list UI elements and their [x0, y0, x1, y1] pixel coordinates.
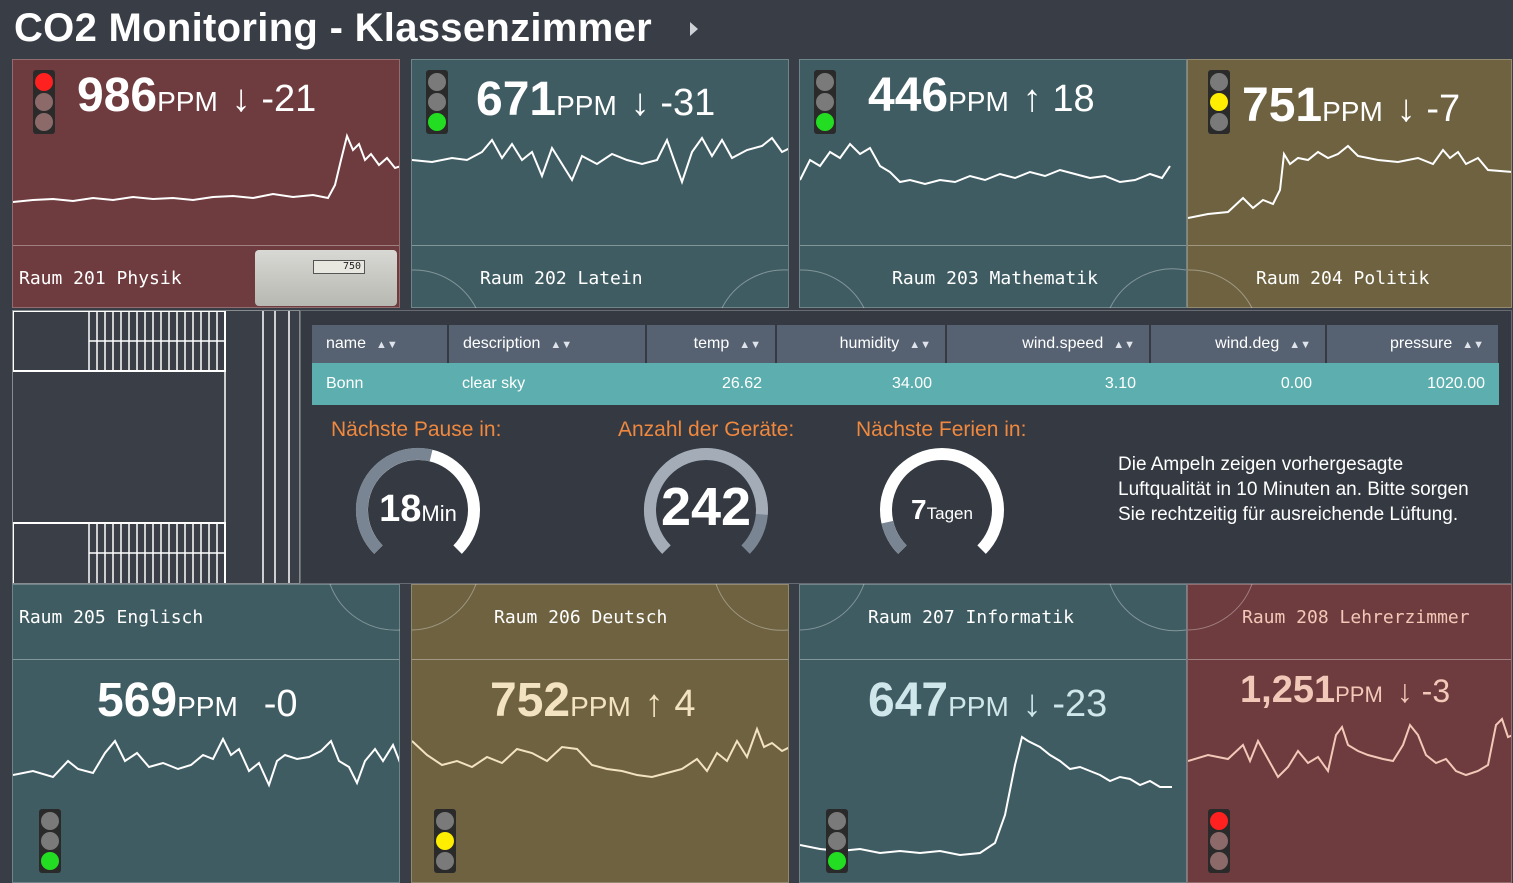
room-card-203[interactable]: 446PPM ↑ 18 Raum 203 Mathematik — [799, 59, 1187, 308]
sort-icon: ▲▼ — [376, 339, 398, 351]
column-header-pressure[interactable]: pressure ▲▼ — [1326, 325, 1500, 363]
devices-gauge — [643, 447, 768, 554]
sort-icon: ▲▼ — [909, 339, 931, 351]
column-header-wind-speed[interactable]: wind.speed ▲▼ — [946, 325, 1151, 363]
column-header-name[interactable]: name ▲▼ — [312, 325, 449, 363]
title-caret-icon[interactable] — [690, 22, 698, 36]
column-header-description[interactable]: description ▲▼ — [448, 325, 647, 363]
ppm-trend: ↓ -31 — [630, 82, 716, 124]
sort-icon: ▲▼ — [1462, 339, 1484, 351]
co2-sparkline — [412, 136, 788, 186]
co2-sparkline — [800, 735, 1172, 857]
sort-icon: ▲▼ — [1113, 339, 1135, 351]
ppm-unit: PPM — [570, 691, 631, 722]
ppm-value: 647 — [868, 674, 949, 727]
room-card-202[interactable]: 671PPM ↓ -31 Raum 202 Latein — [411, 59, 789, 308]
ppm-unit: PPM — [948, 86, 1009, 117]
column-header-humidity[interactable]: humidity ▲▼ — [776, 325, 947, 363]
room-name: Raum 206 Deutsch — [494, 607, 668, 628]
column-header-temp[interactable]: temp ▲▼ — [646, 325, 777, 363]
ppm-trend: ↑ 18 — [1022, 78, 1095, 120]
ppm-value: 671 — [476, 73, 557, 126]
room-card-204[interactable]: 751PPM ↓ -7 Raum 204 Politik — [1187, 59, 1512, 308]
sort-icon: ▲▼ — [739, 339, 761, 351]
ppm-unit: PPM — [157, 86, 218, 117]
room-name: Raum 201 Physik — [19, 268, 182, 289]
ppm-value: 752 — [490, 674, 571, 727]
ppm-trend: ↓ -21 — [231, 78, 317, 120]
traffic-light-icon — [1208, 70, 1230, 134]
devices-heading: Anzahl der Geräte: — [618, 418, 795, 441]
column-header-wind-deg[interactable]: wind.deg ▲▼ — [1150, 325, 1327, 363]
ppm-unit: PPM — [556, 90, 617, 121]
page-title: CO2 Monitoring - Klassenzimmer — [14, 6, 652, 50]
room-card-208[interactable]: Raum 208 Lehrerzimmer 1,251PPM ↓ -3 — [1187, 584, 1512, 883]
ppm-unit: PPM — [1322, 96, 1383, 127]
room-name: Raum 204 Politik — [1256, 268, 1430, 289]
traffic-light-icon — [33, 70, 55, 134]
co2-sparkline — [800, 142, 1171, 186]
co2-sparkline — [412, 726, 788, 779]
ppm-value: 1,251 — [1240, 669, 1336, 711]
room-name: Raum 205 Englisch — [19, 607, 204, 628]
ppm-unit: PPM — [1335, 682, 1383, 707]
holidays-value: 7Tagen — [911, 494, 973, 525]
room-card-207[interactable]: Raum 207 Informatik 647PPM ↓ -23 — [799, 584, 1187, 883]
table-row[interactable]: Bonn clear sky 26.62 34.00 3.10 0.00 102… — [312, 363, 1499, 405]
room-card-206[interactable]: Raum 206 Deutsch 752PPM ↑ 4 — [411, 584, 789, 883]
traffic-light-icon — [814, 70, 836, 134]
info-text: Die Ampeln zeigen vorhergesagte Luftqual… — [1118, 454, 1469, 525]
pause-gauge — [355, 447, 480, 554]
ppm-value: 446 — [868, 69, 949, 122]
room-card-205[interactable]: Raum 205 Englisch 569PPM -0 — [12, 584, 400, 883]
devices-value: 242 — [660, 477, 752, 537]
ppm-unit: PPM — [177, 691, 238, 722]
ppm-trend: ↓ -7 — [1396, 88, 1461, 130]
traffic-light-icon — [1208, 809, 1230, 873]
building-graphic — [12, 310, 300, 584]
co2-sparkline — [1188, 717, 1511, 779]
sort-icon: ▲▼ — [550, 339, 573, 351]
room-name: Raum 208 Lehrerzimmer — [1242, 607, 1470, 628]
holidays-gauge — [880, 448, 1004, 554]
weather-table: name ▲▼ description ▲▼ temp ▲▼ humidity ▲▼ w… — [312, 325, 1500, 405]
co2-sparkline — [13, 132, 399, 203]
traffic-light-icon — [39, 809, 61, 873]
room-name: Raum 207 Informatik — [868, 607, 1074, 628]
co2-sparkline — [13, 736, 399, 788]
co2-sparkline — [1188, 144, 1511, 219]
room-name: Raum 202 Latein — [480, 268, 643, 289]
ppm-unit: PPM — [948, 691, 1009, 722]
ppm-value: 569 — [97, 674, 178, 727]
ppm-trend: ↓ -23 — [1022, 683, 1108, 725]
sort-icon: ▲▼ — [1289, 339, 1311, 351]
traffic-light-icon — [434, 809, 456, 873]
traffic-light-icon — [826, 809, 848, 873]
traffic-light-icon — [426, 70, 448, 134]
room-card-201[interactable]: 986PPM ↓ -21 Raum 201 Physik 750 — [12, 59, 400, 308]
pause-value: 18Min — [379, 488, 457, 530]
co2-sensor-photo: 750 — [255, 250, 397, 306]
ppm-value: 751 — [1242, 79, 1323, 132]
holidays-heading: Nächste Ferien in: — [856, 418, 1027, 441]
pause-heading: Nächste Pause in: — [331, 418, 502, 441]
ppm-value: 986 — [77, 69, 158, 122]
ppm-trend: ↓ -3 — [1396, 673, 1451, 709]
room-name: Raum 203 Mathematik — [892, 268, 1098, 289]
ppm-trend: ↑ 4 — [644, 683, 696, 725]
ppm-trend: -0 — [263, 683, 298, 725]
